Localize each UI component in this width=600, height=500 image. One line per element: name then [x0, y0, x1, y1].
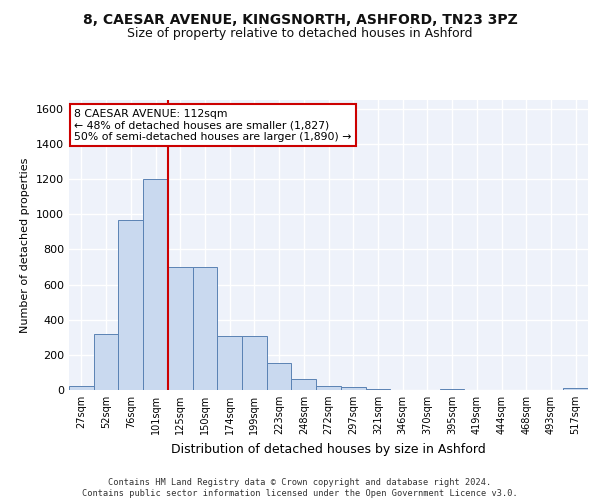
Bar [69, 386, 94, 390]
Bar [316, 386, 341, 390]
Text: Size of property relative to detached houses in Ashford: Size of property relative to detached ho… [127, 28, 473, 40]
Bar [217, 336, 242, 390]
Bar [440, 389, 464, 390]
Bar [168, 267, 193, 390]
Text: Contains HM Land Registry data © Crown copyright and database right 2024.
Contai: Contains HM Land Registry data © Crown c… [82, 478, 518, 498]
Bar [563, 388, 588, 390]
Bar [143, 179, 168, 390]
Bar [118, 220, 143, 390]
Text: 8 CAESAR AVENUE: 112sqm
← 48% of detached houses are smaller (1,827)
50% of semi: 8 CAESAR AVENUE: 112sqm ← 48% of detache… [74, 108, 352, 142]
Bar [242, 336, 267, 390]
Bar [193, 267, 217, 390]
Bar [94, 334, 118, 390]
Bar [267, 363, 292, 390]
Y-axis label: Number of detached properties: Number of detached properties [20, 158, 31, 332]
Text: 8, CAESAR AVENUE, KINGSNORTH, ASHFORD, TN23 3PZ: 8, CAESAR AVENUE, KINGSNORTH, ASHFORD, T… [83, 12, 517, 26]
Bar [341, 388, 365, 390]
Bar [365, 389, 390, 390]
Bar [292, 378, 316, 390]
X-axis label: Distribution of detached houses by size in Ashford: Distribution of detached houses by size … [171, 442, 486, 456]
